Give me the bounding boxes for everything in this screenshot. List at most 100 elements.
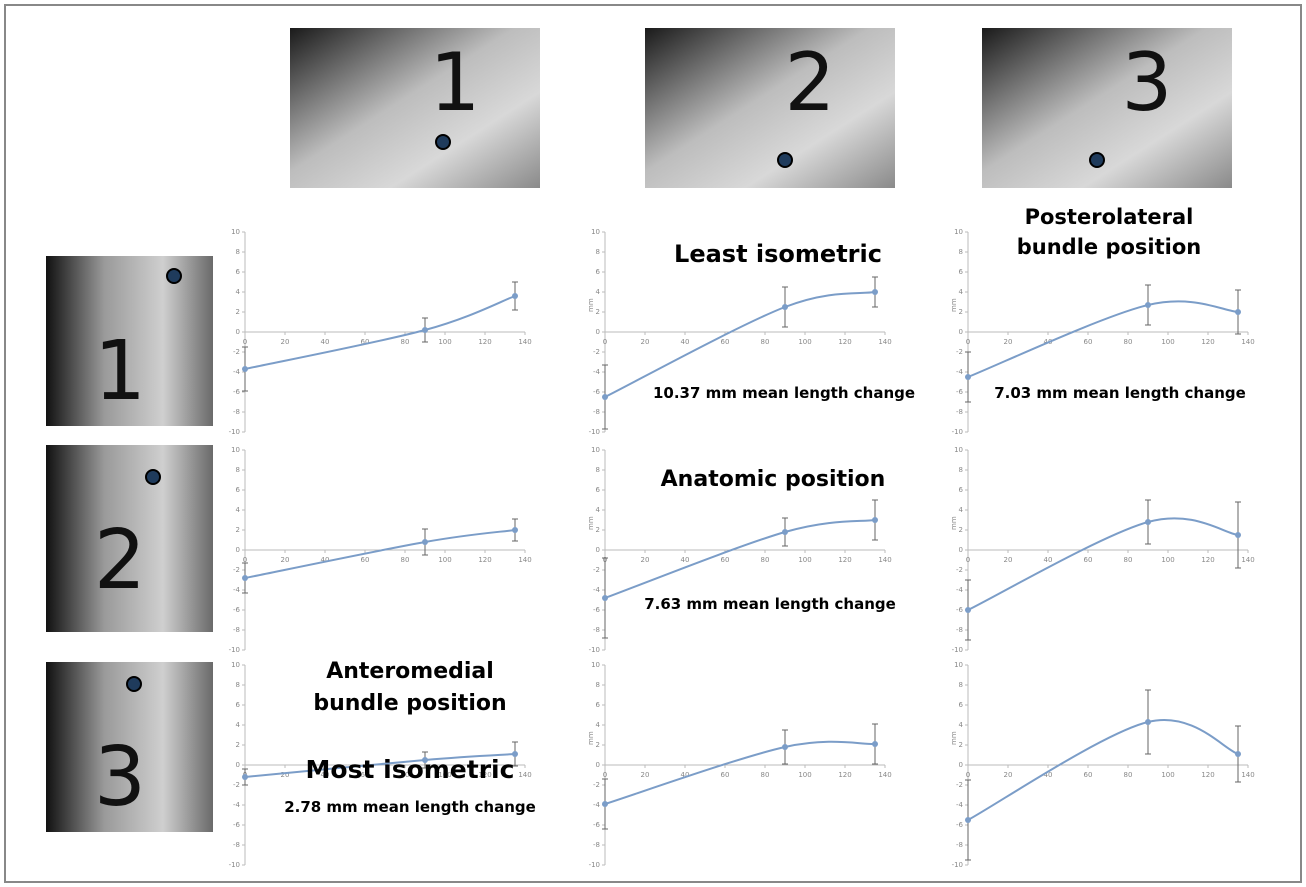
xray-image (290, 28, 540, 188)
x-tick-label: 140 (518, 771, 531, 779)
x-tick-label: 120 (1201, 338, 1214, 346)
y-tick-label: 8 (236, 248, 240, 256)
y-tick-label: 10 (231, 446, 240, 454)
data-point (782, 744, 788, 750)
y-tick-label: -2 (233, 566, 240, 574)
annotation: Posterolateral (1025, 205, 1194, 229)
y-tick-label: -2 (233, 348, 240, 356)
x-tick-label: 80 (1124, 556, 1133, 564)
y-tick-label: 6 (596, 268, 601, 276)
y-tick-label: -2 (956, 781, 963, 789)
y-tick-label: 6 (596, 701, 601, 709)
data-point (965, 817, 971, 823)
y-tick-label: -4 (593, 586, 601, 594)
y-tick-label: 0 (236, 328, 240, 336)
y-tick-label: -4 (956, 368, 964, 376)
y-tick-label: 4 (236, 721, 241, 729)
series-line (245, 530, 515, 578)
xray-label: 1 (430, 36, 481, 129)
y-tick-label: 2 (959, 526, 963, 534)
y-tick-label: 0 (596, 546, 600, 554)
xray-image (645, 28, 895, 188)
y-tick-label: -4 (593, 368, 601, 376)
insertion-point (1090, 153, 1104, 167)
y-tick-label: -10 (952, 428, 963, 436)
x-tick-label: 60 (721, 771, 730, 779)
data-point (1145, 719, 1151, 725)
y-tick-label: -6 (593, 388, 601, 396)
data-point (242, 774, 248, 780)
y-tick-label: 10 (231, 228, 240, 236)
data-point (422, 327, 428, 333)
y-tick-label: 0 (236, 761, 240, 769)
y-tick-label: 8 (596, 248, 600, 256)
x-tick-label: 20 (641, 338, 650, 346)
y-tick-label: -8 (233, 408, 240, 416)
data-point (512, 527, 518, 533)
x-tick-label: 20 (641, 771, 650, 779)
y-tick-label: 6 (959, 701, 964, 709)
x-tick-label: 0 (243, 338, 247, 346)
x-tick-label: 100 (438, 338, 451, 346)
y-tick-label: -2 (593, 781, 600, 789)
x-tick-label: 140 (878, 338, 891, 346)
x-tick-label: 140 (1241, 556, 1254, 564)
xray-image (982, 28, 1232, 188)
y-tick-label: 2 (236, 308, 240, 316)
y-tick-label: 4 (596, 506, 601, 514)
insertion-point (778, 153, 792, 167)
x-tick-label: 40 (681, 556, 690, 564)
data-point (782, 529, 788, 535)
y-tick-label: -8 (956, 408, 963, 416)
y-tick-label: -10 (229, 646, 240, 654)
x-tick-label: 60 (361, 556, 370, 564)
y-tick-label: 6 (236, 486, 241, 494)
y-tick-label: -4 (593, 801, 601, 809)
annotation: 7.63 mm mean length change (644, 595, 896, 613)
x-tick-label: 100 (438, 556, 451, 564)
x-tick-label: 40 (681, 338, 690, 346)
x-tick-label: 120 (838, 338, 851, 346)
x-tick-label: 100 (798, 771, 811, 779)
y-tick-label: 8 (959, 248, 963, 256)
x-tick-label: 20 (281, 338, 290, 346)
x-tick-label: 60 (1084, 771, 1093, 779)
x-tick-label: 40 (321, 338, 330, 346)
y-tick-label: 4 (959, 721, 964, 729)
annotation: bundle position (1017, 235, 1202, 259)
y-tick-label: -10 (589, 861, 600, 869)
x-tick-label: 100 (1161, 338, 1174, 346)
x-tick-label: 100 (1161, 771, 1174, 779)
x-tick-label: 140 (518, 338, 531, 346)
x-tick-label: 80 (761, 771, 770, 779)
x-tick-label: 120 (1201, 556, 1214, 564)
annotation: bundle position (313, 691, 506, 716)
data-point (1235, 751, 1241, 757)
y-tick-label: -10 (952, 646, 963, 654)
data-point (602, 595, 608, 601)
y-tick-label: 8 (596, 466, 600, 474)
y-tick-label: 0 (596, 761, 600, 769)
y-tick-label: -6 (593, 606, 601, 614)
y-tick-label: -2 (593, 566, 600, 574)
y-tick-label: 6 (959, 486, 964, 494)
series-line (968, 720, 1238, 820)
y-tick-label: 2 (959, 308, 963, 316)
y-tick-label: -4 (233, 801, 241, 809)
data-point (242, 575, 248, 581)
data-point (1145, 302, 1151, 308)
data-point (965, 374, 971, 380)
data-point (1235, 309, 1241, 315)
data-point (872, 741, 878, 747)
y-tick-label: -8 (593, 626, 600, 634)
series-line (968, 518, 1238, 610)
y-tick-label: -2 (233, 781, 240, 789)
x-tick-label: 40 (1044, 556, 1053, 564)
y-tick-label: 2 (236, 741, 240, 749)
x-tick-label: 100 (798, 556, 811, 564)
x-tick-label: 120 (478, 338, 491, 346)
x-tick-label: 80 (761, 556, 770, 564)
y-tick-label: -8 (956, 626, 963, 634)
x-tick-label: 140 (1241, 771, 1254, 779)
y-tick-label: 6 (959, 268, 964, 276)
